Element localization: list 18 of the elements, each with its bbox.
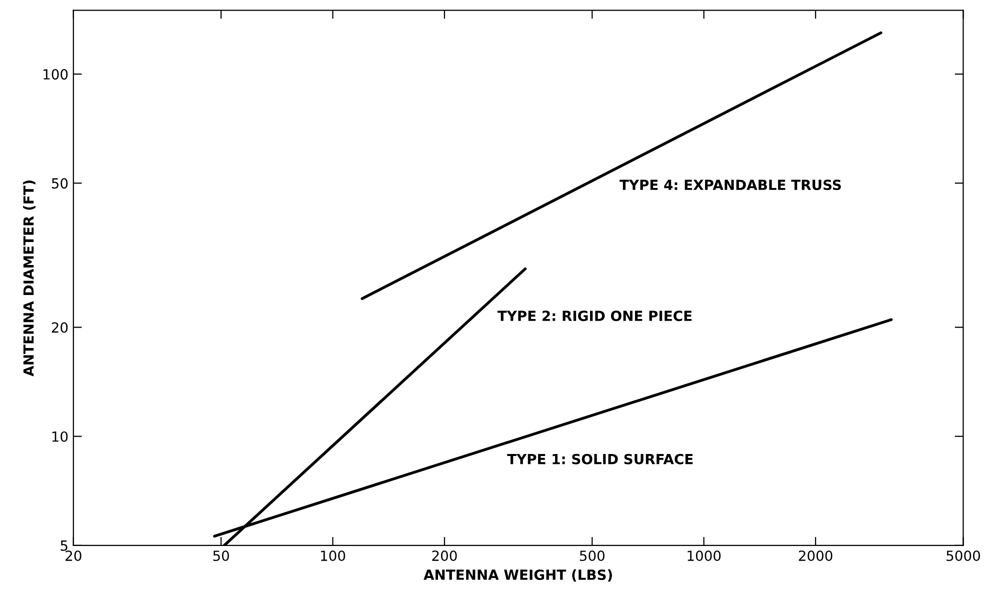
x-tick-label: 1000: [688, 550, 721, 562]
x-tick-label: 500: [580, 550, 604, 562]
x-tick-label: 20: [66, 550, 82, 562]
x-tick-label: 2000: [798, 550, 832, 562]
y-tick-label: 10: [52, 431, 68, 442]
x-tick-label: 5000: [946, 550, 980, 562]
y-tick-label: 20: [52, 322, 68, 333]
y-tick-label: 5: [60, 540, 68, 551]
x-tick-label: 200: [432, 550, 457, 562]
x-axis-title: ANTENNA WEIGHT (LBS): [424, 569, 612, 582]
y-tick-label: 100: [44, 69, 68, 80]
series-label: TYPE 4: EXPANDABLE TRUSS: [620, 180, 841, 190]
y-axis-title: ANTENNA DIAMETER (FT): [23, 180, 36, 376]
series-label: TYPE 1: SOLID SURFACE: [507, 454, 693, 464]
series-label: TYPE 2: RIGID ONE PIECE: [497, 310, 692, 322]
y-tick-label: 50: [52, 178, 68, 189]
x-tick-label: 50: [213, 550, 229, 562]
x-tick-label: 100: [321, 550, 346, 562]
